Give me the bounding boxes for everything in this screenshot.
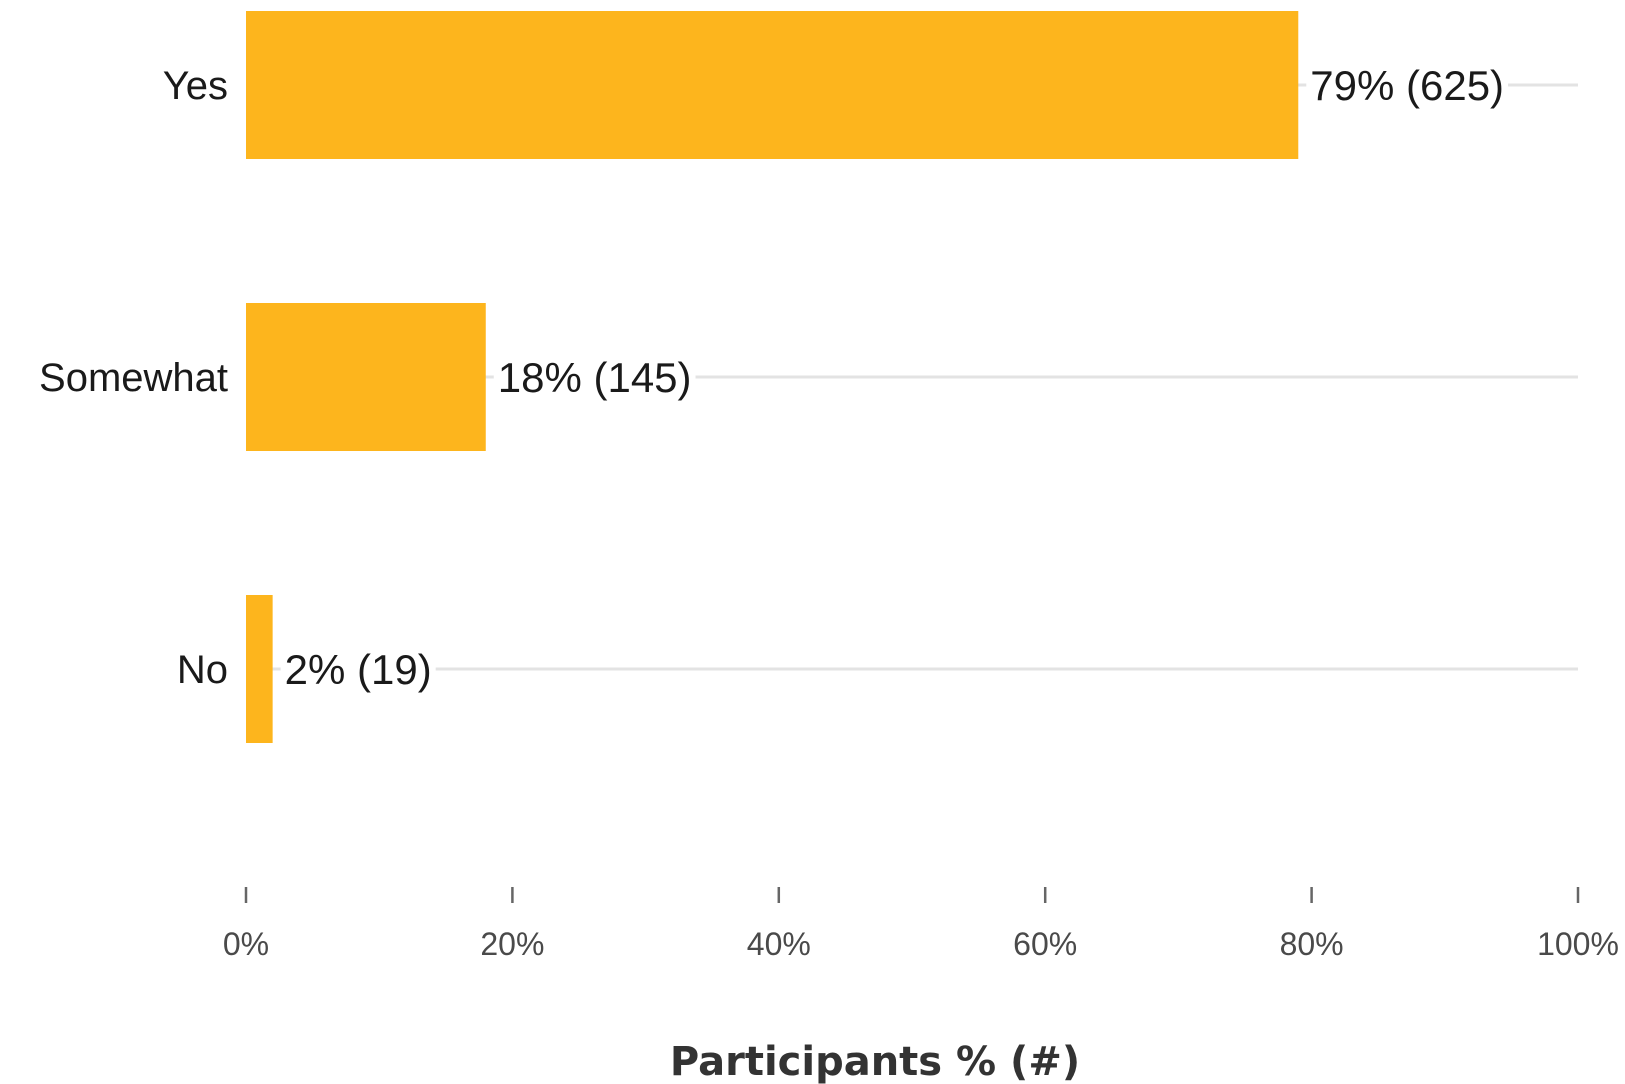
bar-yes bbox=[246, 11, 1299, 159]
category-label: Yes bbox=[163, 64, 228, 108]
data-label: 79% (625) bbox=[1310, 62, 1504, 109]
x-axis-ticks: 0% 20% 40% 60% 80% 100% bbox=[223, 887, 1619, 962]
x-tick-label: 80% bbox=[1280, 926, 1344, 962]
x-tick-label: 20% bbox=[480, 926, 544, 962]
x-tick-label: 0% bbox=[223, 926, 269, 962]
bar-no bbox=[246, 595, 273, 743]
bar-somewhat bbox=[246, 303, 486, 451]
category-labels: Yes Somewhat No bbox=[39, 64, 228, 692]
data-label-background bbox=[280, 646, 436, 693]
x-tick-label: 60% bbox=[1013, 926, 1077, 962]
data-label: 18% (145) bbox=[498, 354, 692, 401]
bars bbox=[246, 11, 1299, 743]
data-label-background bbox=[493, 354, 696, 401]
x-tick-label: 40% bbox=[747, 926, 811, 962]
data-label: 2% (19) bbox=[285, 646, 432, 693]
x-axis-title: Participants % (#) bbox=[670, 1039, 1080, 1084]
data-labels: 79% (625) 18% (145) 2% (19) bbox=[280, 62, 1509, 693]
category-label: No bbox=[177, 648, 228, 692]
x-tick-label: 100% bbox=[1537, 926, 1619, 962]
category-label: Somewhat bbox=[39, 356, 228, 400]
data-label-background bbox=[1306, 62, 1509, 109]
